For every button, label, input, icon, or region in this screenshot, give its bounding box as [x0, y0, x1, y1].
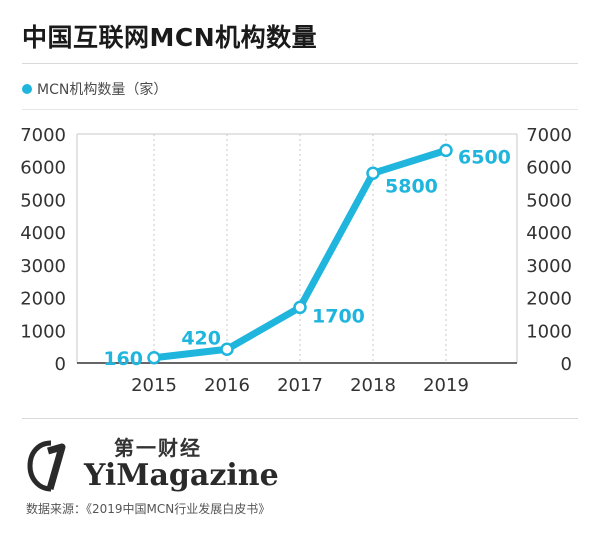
y-tick-label-left: 3000	[20, 256, 66, 277]
legend-marker-icon	[22, 84, 32, 94]
data-point	[439, 143, 453, 158]
data-point	[366, 166, 380, 181]
legend-label: MCN机构数量（家）	[37, 82, 168, 98]
x-tick-label: 2017	[277, 375, 323, 396]
x-tick-label: 2015	[131, 375, 177, 396]
brand-logo: 第一财经 YiMagazine	[26, 437, 279, 493]
divider-top	[22, 63, 578, 64]
x-tick-label: 2016	[204, 375, 250, 396]
data-label: 160	[103, 348, 143, 370]
y-tick-label-left: 5000	[20, 190, 66, 211]
y-tick-label-right: 1000	[526, 321, 572, 342]
y-tick-label-left: 6000	[20, 158, 66, 179]
legend: MCN机构数量（家）	[22, 79, 167, 99]
x-tick-label: 2018	[350, 375, 396, 396]
data-label: 6500	[458, 146, 511, 168]
y-tick-label-right: 5000	[526, 190, 572, 211]
divider-legend	[22, 109, 578, 110]
y-tick-label-left: 2000	[20, 289, 66, 310]
data-label: 420	[181, 327, 221, 349]
y-tick-label-left: 0	[55, 354, 66, 375]
y-tick-label-left: 7000	[20, 125, 66, 146]
y-tick-label-right: 3000	[526, 256, 572, 277]
chart-title: 中国互联网MCN机构数量	[22, 23, 318, 52]
y-tick-label-right: 7000	[526, 125, 572, 146]
y-tick-label-right: 6000	[526, 158, 572, 179]
data-label: 5800	[385, 175, 438, 197]
data-point	[293, 300, 307, 315]
source-note: 数据来源：《2019中国MCN行业发展白皮书》	[26, 502, 271, 516]
y-tick-label-right: 2000	[526, 289, 572, 310]
x-tick-label: 2019	[423, 375, 469, 396]
y-tick-label-left: 1000	[20, 321, 66, 342]
line-chart: 0 0 1000 1000 2000 2000 3000 3000 4000 4000 5000 50…	[20, 125, 572, 396]
data-point	[220, 342, 234, 357]
data-point	[147, 351, 161, 365]
y-tick-label-right: 0	[561, 354, 572, 375]
data-label: 1700	[312, 305, 365, 327]
divider-bottom	[22, 418, 578, 419]
brand-name-en: YiMagazine	[84, 458, 279, 493]
y-tick-label-left: 4000	[20, 223, 66, 244]
yicai-logo-icon	[27, 440, 66, 492]
y-tick-label-right: 4000	[526, 223, 572, 244]
brand-name-cn: 第一财经	[114, 436, 202, 460]
